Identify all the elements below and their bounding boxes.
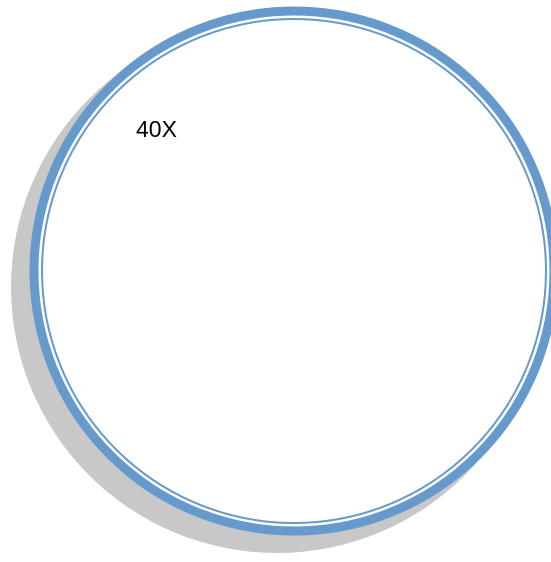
field-outer-ring xyxy=(29,6,551,536)
magnification-label: 40X xyxy=(136,116,177,142)
field-inner-ring xyxy=(41,18,547,524)
